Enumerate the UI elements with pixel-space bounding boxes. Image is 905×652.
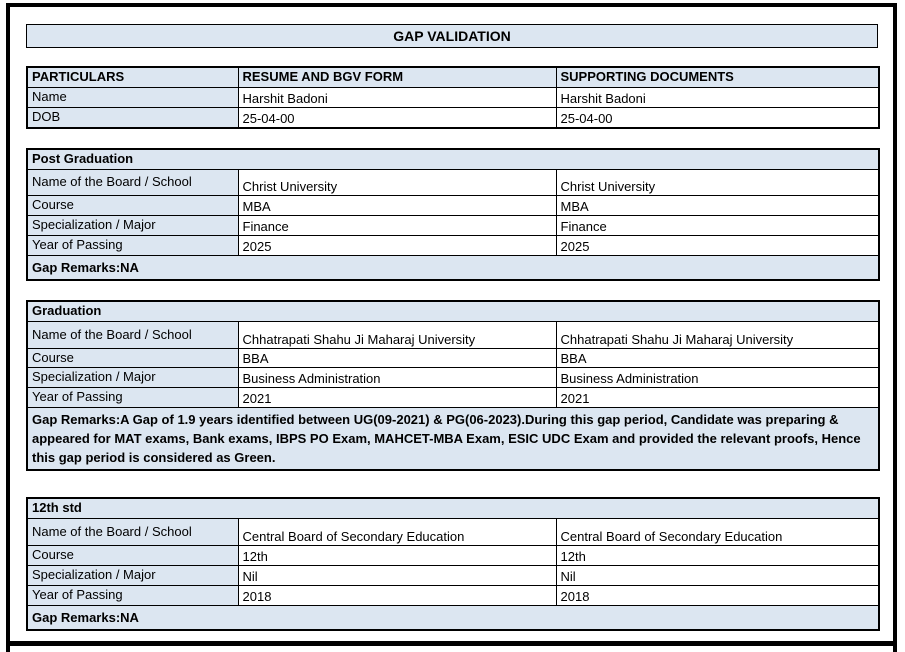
cell-label: Course — [26, 544, 239, 566]
cell-supporting-value: Central Board of Secondary Education — [555, 517, 880, 546]
cell-resume-value: Chhatrapati Shahu Ji Maharaj University — [237, 320, 557, 349]
table-row-year-of-passing: Year of Passing 2018 2018 — [26, 584, 880, 606]
table-row-board-school: Name of the Board / School Central Board… — [26, 517, 880, 546]
table-row-year-of-passing: Year of Passing 2021 2021 — [26, 386, 880, 408]
cell-label: Year of Passing — [26, 386, 239, 408]
column-header-resume-bgv: RESUME AND BGV FORM — [237, 66, 557, 88]
table-row-specialization: Specialization / Major Nil Nil — [26, 564, 880, 586]
gap-remarks-row: Gap Remarks:A Gap of 1.9 years identifie… — [26, 406, 880, 471]
section-title: Graduation — [26, 300, 880, 322]
page-title: GAP VALIDATION — [26, 24, 878, 48]
cell-supporting-value: Christ University — [555, 168, 880, 196]
gap-remarks-text: Gap Remarks:A Gap of 1.9 years identifie… — [26, 406, 880, 471]
table-row-year-of-passing: Year of Passing 2025 2025 — [26, 234, 880, 256]
cell-supporting-value: 2021 — [555, 386, 880, 408]
cell-label: Name of the Board / School — [26, 168, 239, 196]
table-row-specialization: Specialization / Major Business Administ… — [26, 366, 880, 388]
cell-label: Year of Passing — [26, 234, 239, 256]
cell-supporting-value: Harshit Badoni — [555, 86, 880, 108]
cell-resume-value: 2018 — [237, 584, 557, 606]
column-header-supporting-docs: SUPPORTING DOCUMENTS — [555, 66, 880, 88]
gap-remarks-row: Gap Remarks:NA — [26, 254, 880, 280]
cell-resume-value: Harshit Badoni — [237, 86, 557, 108]
cell-supporting-value: 12th — [555, 544, 880, 566]
gap-remarks-text: Gap Remarks:NA — [26, 604, 880, 630]
table-row-name: Name Harshit Badoni Harshit Badoni — [26, 86, 880, 108]
cell-supporting-value: 2025 — [555, 234, 880, 256]
cell-resume-value: BBA — [237, 347, 557, 368]
cell-label: Name — [26, 86, 239, 108]
table-row-dob: DOB 25-04-00 25-04-00 — [26, 106, 880, 129]
section-header-row: 12th std — [26, 497, 880, 519]
cell-label: Course — [26, 194, 239, 216]
cell-resume-value: Business Administration — [237, 366, 557, 388]
table-row-specialization: Specialization / Major Finance Finance — [26, 214, 880, 236]
cell-label: Specialization / Major — [26, 366, 239, 388]
cell-resume-value: Christ University — [237, 168, 557, 196]
cell-resume-value: MBA — [237, 194, 557, 216]
cell-resume-value: 12th — [237, 544, 557, 566]
cell-resume-value: 2025 — [237, 234, 557, 256]
table-row-course: Course BBA BBA — [26, 347, 880, 368]
cell-supporting-value: BBA — [555, 347, 880, 368]
cell-label: Name of the Board / School — [26, 517, 239, 546]
cell-supporting-value: 25-04-00 — [555, 106, 880, 129]
document-border-frame — [6, 3, 897, 652]
summary-header-row: PARTICULARS RESUME AND BGV FORM SUPPORTI… — [26, 66, 880, 88]
section-table-graduation: Graduation Name of the Board / School Ch… — [26, 300, 881, 471]
gap-remarks-row: Gap Remarks:NA — [26, 604, 880, 630]
section-header-row: Post Graduation — [26, 148, 880, 170]
summary-table: PARTICULARS RESUME AND BGV FORM SUPPORTI… — [26, 66, 880, 129]
cell-label: Specialization / Major — [26, 564, 239, 586]
table-row-board-school: Name of the Board / School Chhatrapati S… — [26, 320, 880, 349]
gap-remarks-text: Gap Remarks:NA — [26, 254, 880, 280]
cell-resume-value: Nil — [237, 564, 557, 586]
section-table-12th-std: 12th std Name of the Board / School Cent… — [26, 497, 881, 631]
table-row-course: Course 12th 12th — [26, 544, 880, 566]
section-title: 12th std — [26, 497, 880, 519]
section-header-row: Graduation — [26, 300, 880, 322]
section-table-post-graduation: Post Graduation Name of the Board / Scho… — [26, 148, 881, 281]
cell-label: DOB — [26, 106, 239, 129]
cell-supporting-value: Chhatrapati Shahu Ji Maharaj University — [555, 320, 880, 349]
cell-label: Name of the Board / School — [26, 320, 239, 349]
next-table-top-border — [6, 641, 897, 646]
cell-supporting-value: MBA — [555, 194, 880, 216]
cell-supporting-value: Finance — [555, 214, 880, 236]
cell-resume-value: 2021 — [237, 386, 557, 408]
cell-resume-value: Central Board of Secondary Education — [237, 517, 557, 546]
cell-resume-value: 25-04-00 — [237, 106, 557, 129]
cell-supporting-value: Nil — [555, 564, 880, 586]
cell-label: Specialization / Major — [26, 214, 239, 236]
column-header-particulars: PARTICULARS — [26, 66, 239, 88]
cell-label: Course — [26, 347, 239, 368]
cell-supporting-value: Business Administration — [555, 366, 880, 388]
table-row-course: Course MBA MBA — [26, 194, 880, 216]
cell-label: Year of Passing — [26, 584, 239, 606]
table-row-board-school: Name of the Board / School Christ Univer… — [26, 168, 880, 196]
section-title: Post Graduation — [26, 148, 880, 170]
cell-supporting-value: 2018 — [555, 584, 880, 606]
cell-resume-value: Finance — [237, 214, 557, 236]
